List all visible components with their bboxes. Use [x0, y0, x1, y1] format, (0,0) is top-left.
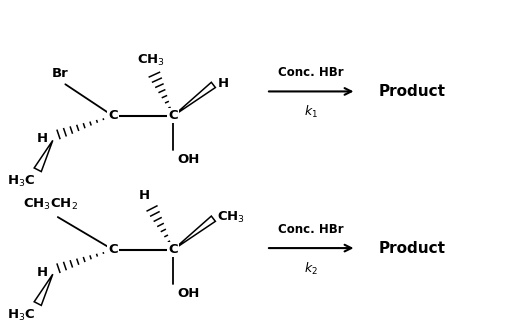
Text: OH: OH: [177, 287, 200, 300]
Text: H$_3$C: H$_3$C: [7, 174, 35, 189]
Text: CH$_3$: CH$_3$: [137, 53, 165, 68]
Text: H: H: [37, 266, 48, 279]
Text: C: C: [168, 243, 178, 256]
Text: Conc. HBr: Conc. HBr: [279, 66, 344, 79]
Text: H: H: [139, 189, 150, 202]
Text: C: C: [168, 110, 178, 123]
Text: H$_3$C: H$_3$C: [7, 307, 35, 323]
Text: Product: Product: [379, 240, 446, 256]
Text: Product: Product: [379, 84, 446, 99]
Text: $k_1$: $k_1$: [304, 104, 318, 120]
Text: C: C: [108, 243, 118, 256]
Text: $k_2$: $k_2$: [304, 260, 318, 277]
Text: CH$_3$: CH$_3$: [218, 209, 245, 225]
Text: Conc. HBr: Conc. HBr: [279, 223, 344, 236]
Text: OH: OH: [177, 154, 200, 166]
Text: H: H: [37, 132, 48, 145]
Text: Br: Br: [52, 67, 69, 80]
Text: C: C: [108, 110, 118, 123]
Text: H: H: [218, 77, 228, 90]
Text: CH$_3$CH$_2$: CH$_3$CH$_2$: [23, 197, 78, 212]
